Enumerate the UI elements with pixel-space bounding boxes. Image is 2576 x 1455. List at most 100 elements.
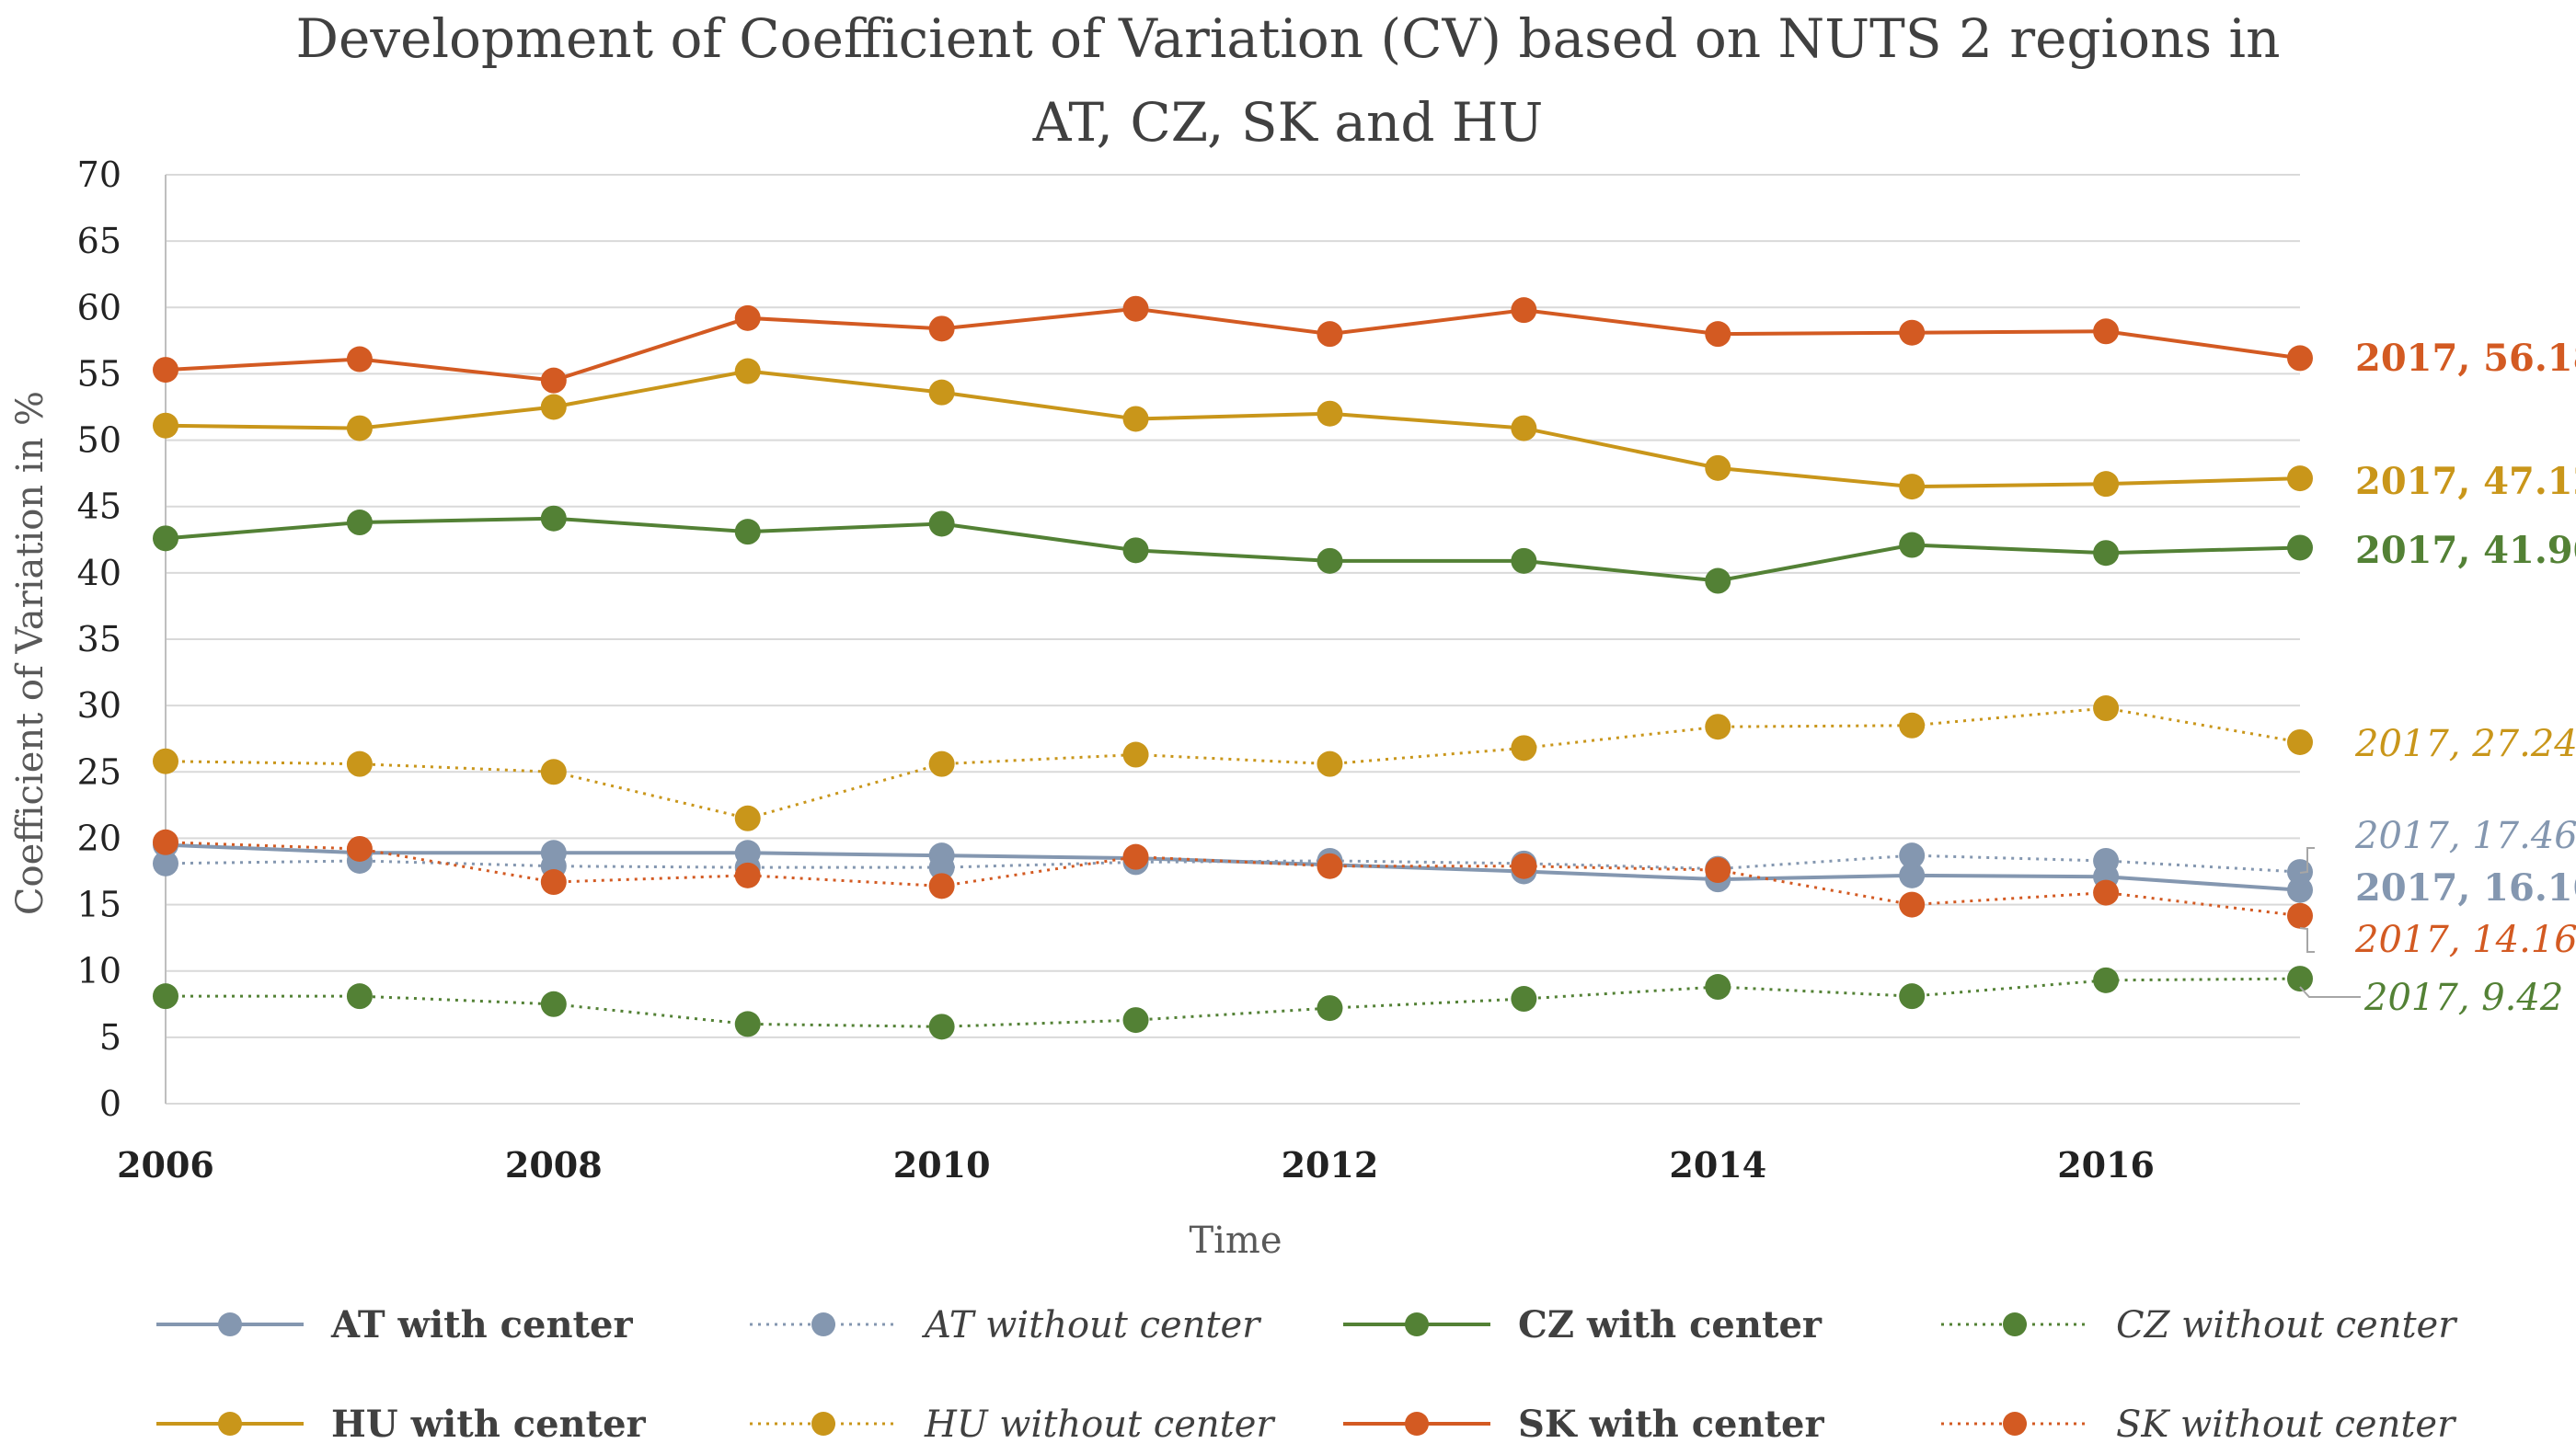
data-point xyxy=(2093,318,2120,345)
data-point xyxy=(2093,695,2120,722)
series-hu-without-center xyxy=(153,695,2313,831)
data-point xyxy=(540,991,567,1017)
data-point xyxy=(1705,454,1731,481)
x-tick-label: 2012 xyxy=(1282,1144,1379,1186)
y-tick-label: 30 xyxy=(77,685,121,726)
data-point xyxy=(346,983,373,1010)
legend-item-sk-with-center: SK with center xyxy=(1343,1403,1825,1446)
series-sk-without-center xyxy=(153,829,2313,929)
data-point xyxy=(734,805,761,831)
series-sk-with-center xyxy=(153,295,2313,394)
data-point xyxy=(1899,983,1926,1010)
y-tick-label: 45 xyxy=(77,487,121,527)
y-axis-ticks: 0 5 10 15 20 25 30 35 40 45 50 55 60 65 70 xyxy=(77,155,121,1124)
data-point xyxy=(1899,862,1926,888)
data-point xyxy=(1122,537,1149,564)
end-label-at-with-center: 2017, 16.10 xyxy=(2355,866,2576,910)
data-point xyxy=(1122,295,1149,322)
legend-marker xyxy=(2003,1312,2027,1336)
data-point xyxy=(1122,406,1149,432)
data-point xyxy=(153,829,178,855)
data-point xyxy=(153,525,178,552)
data-point xyxy=(1511,415,1537,441)
end-label-hu-without-center: 2017, 27.24 xyxy=(2354,723,2576,765)
data-point xyxy=(346,835,373,862)
data-point xyxy=(2093,879,2120,906)
data-point xyxy=(1511,853,1537,879)
y-tick-label: 25 xyxy=(77,751,121,792)
data-point xyxy=(1122,843,1149,870)
y-tick-label: 70 xyxy=(77,155,121,195)
y-tick-label: 65 xyxy=(77,221,121,261)
data-point xyxy=(734,862,761,888)
data-point xyxy=(540,505,567,532)
x-axis-ticks: 2006 2008 2010 2012 2014 2016 xyxy=(117,1144,2155,1186)
end-label-hu-with-center: 2017, 47.12 xyxy=(2355,460,2576,503)
data-point xyxy=(1705,567,1731,594)
x-tick-label: 2006 xyxy=(117,1144,214,1186)
end-value-label: 2017, 14.16 xyxy=(2354,919,2576,961)
data-point xyxy=(540,869,567,896)
series-line xyxy=(165,706,2301,820)
data-point xyxy=(540,367,567,394)
data-point xyxy=(153,357,178,384)
end-label-cz-with-center: 2017, 41.90 xyxy=(2355,529,2576,572)
end-value-label: 2017, 9.42 xyxy=(2363,977,2563,1019)
data-point xyxy=(2287,876,2313,903)
data-point xyxy=(928,854,955,881)
data-point xyxy=(1705,321,1731,348)
data-point xyxy=(928,1014,955,1040)
data-point xyxy=(1122,741,1149,768)
legend-label: AT with center xyxy=(330,1303,633,1346)
series-group xyxy=(153,295,2313,1040)
data-point xyxy=(1705,857,1731,884)
legend-item-cz-with-center: CZ with center xyxy=(1343,1303,1823,1346)
end-label-sk-without-center: 2017, 14.16 xyxy=(2299,919,2576,961)
x-tick-label: 2008 xyxy=(505,1144,603,1186)
data-point xyxy=(153,983,178,1010)
series-at-without-center xyxy=(153,842,2313,886)
data-point xyxy=(1317,547,1343,574)
data-point xyxy=(928,379,955,406)
legend-marker xyxy=(1405,1412,1429,1436)
legend-item-hu-with-center: HU with center xyxy=(156,1403,647,1446)
data-point xyxy=(734,1011,761,1037)
data-point xyxy=(2287,902,2313,929)
data-point xyxy=(1317,750,1343,777)
legend-label: SK with center xyxy=(1518,1403,1825,1446)
series-cz-without-center xyxy=(153,966,2313,1040)
data-point xyxy=(153,850,178,876)
end-value-label: 2017, 56.18 xyxy=(2355,337,2576,380)
data-point xyxy=(928,315,955,342)
legend-label: HU with center xyxy=(331,1403,647,1446)
legend-label: CZ with center xyxy=(1518,1303,1823,1346)
y-tick-label: 60 xyxy=(77,287,121,327)
label-connector xyxy=(2299,847,2315,874)
series-line xyxy=(165,306,2301,383)
x-axis-label: Time xyxy=(1189,1220,1282,1262)
end-label-at-without-center: 2017, 17.46 xyxy=(2299,815,2576,874)
data-point xyxy=(734,304,761,331)
data-point xyxy=(928,510,955,537)
legend-marker xyxy=(218,1412,242,1436)
data-point xyxy=(1705,714,1731,740)
legend-item-hu-without-center: HU without center xyxy=(750,1403,1276,1446)
y-tick-label: 55 xyxy=(77,353,121,394)
data-point xyxy=(1899,712,1926,739)
series-at-with-center xyxy=(153,831,2313,903)
legend-marker xyxy=(811,1412,835,1436)
series-line xyxy=(165,842,2301,892)
label-connector xyxy=(2299,986,2361,998)
series-line xyxy=(165,369,2301,489)
data-point xyxy=(1317,321,1343,348)
data-point xyxy=(2093,471,2120,498)
legend-label: CZ without center xyxy=(2116,1304,2458,1346)
data-point xyxy=(2287,345,2313,372)
y-tick-label: 5 xyxy=(99,1017,121,1058)
chart-title-line-1: Development of Coefficient of Variation … xyxy=(296,7,2281,70)
data-point xyxy=(346,510,373,536)
data-point xyxy=(346,415,373,441)
y-tick-label: 15 xyxy=(77,885,121,925)
legend: AT with center AT without center CZ with c… xyxy=(156,1303,2458,1446)
